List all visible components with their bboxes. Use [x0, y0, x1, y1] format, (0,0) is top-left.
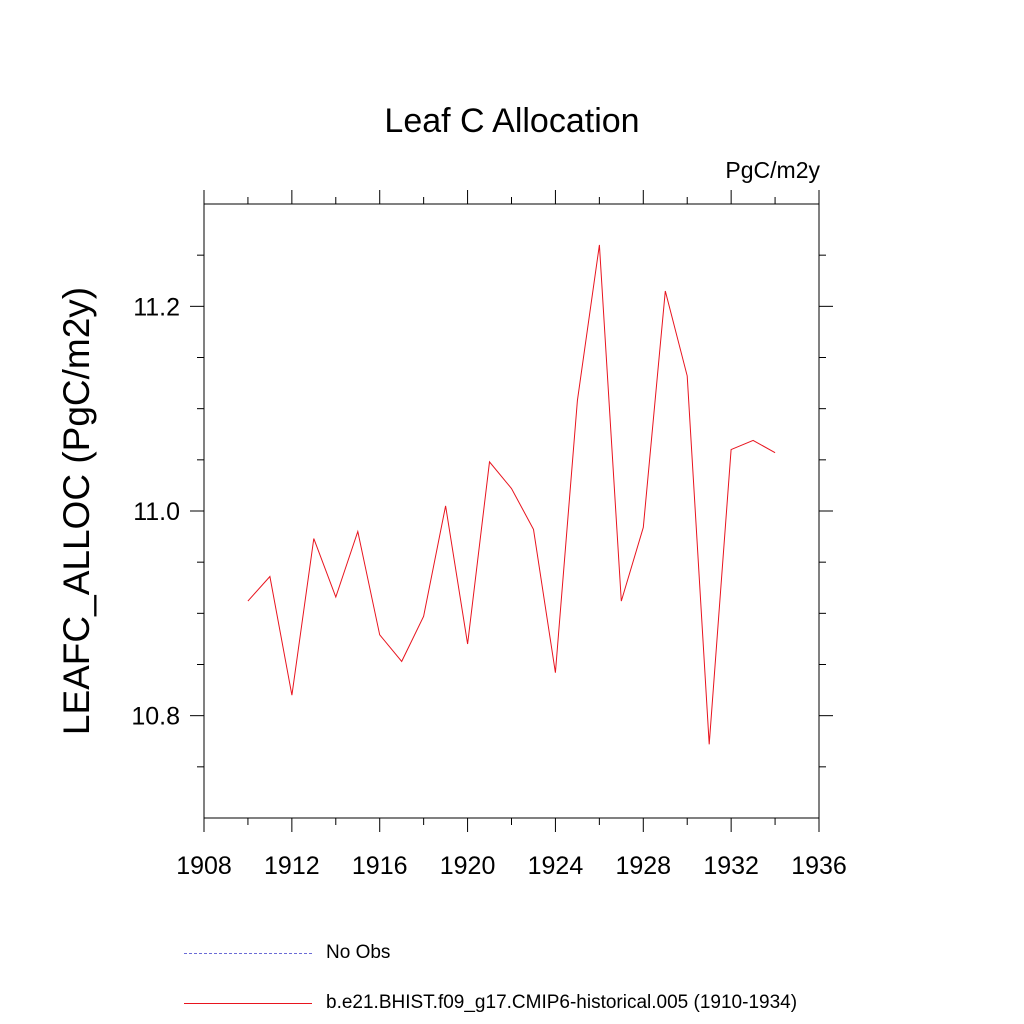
chart-title: Leaf C Allocation — [384, 102, 640, 140]
legend-label: No Obs — [326, 942, 391, 963]
units-label: PgC/m2y — [725, 157, 820, 183]
y-tick-label: 11.2 — [133, 293, 180, 321]
x-tick-label: 1928 — [615, 852, 671, 880]
legend-swatch-solid — [184, 1003, 312, 1004]
x-tick-label: 1916 — [352, 852, 408, 880]
y-tick-label: 11.0 — [133, 498, 180, 526]
x-tick-label: 1908 — [176, 852, 232, 880]
series-layer — [247, 244, 776, 745]
x-tick-label: 1924 — [528, 852, 584, 880]
x-tick-label: 1936 — [791, 852, 847, 880]
x-tick-label: 1920 — [440, 852, 496, 880]
series-line-leafc-alloc — [247, 244, 776, 745]
y-axis-label: LEAFC_ALLOC (PgC/m2y) — [56, 286, 97, 736]
x-tick-label: 1932 — [703, 852, 759, 880]
y-tick-label: 10.8 — [131, 703, 180, 731]
legend-label: b.e21.BHIST.f09_g17.CMIP6-historical.005… — [326, 992, 798, 1013]
axis-ticks: 1908 1912 1916 1920 1924 1928 1932 1936 10.8 11.0… — [131, 190, 847, 880]
legend-swatch-dashed — [184, 953, 312, 954]
x-tick-label: 1912 — [264, 852, 320, 880]
